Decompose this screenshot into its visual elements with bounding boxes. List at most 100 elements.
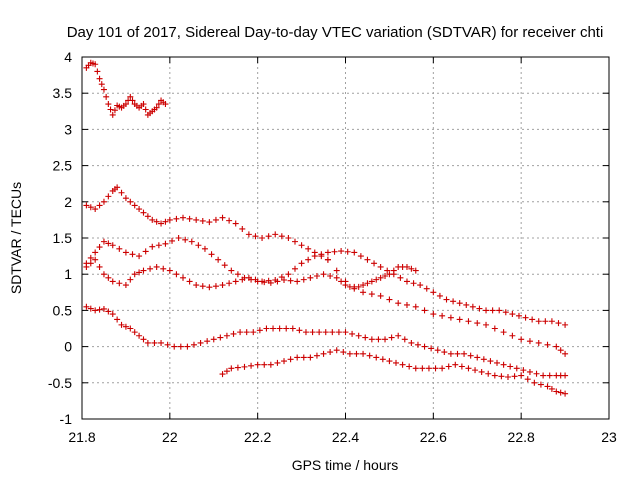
data-point bbox=[329, 329, 336, 336]
data-point bbox=[155, 101, 162, 108]
data-point bbox=[335, 329, 342, 336]
data-point bbox=[243, 329, 250, 336]
data-point bbox=[456, 316, 463, 323]
data-point bbox=[103, 93, 110, 100]
data-point bbox=[109, 242, 116, 249]
data-point bbox=[507, 363, 514, 370]
data-point bbox=[333, 347, 340, 354]
data-point bbox=[399, 361, 406, 368]
data-point bbox=[349, 330, 356, 337]
data-point bbox=[114, 316, 121, 323]
data-point bbox=[458, 363, 465, 370]
data-point bbox=[342, 329, 349, 336]
data-point bbox=[96, 263, 103, 270]
data-point bbox=[230, 330, 237, 337]
data-point bbox=[305, 256, 312, 263]
data-point bbox=[491, 372, 498, 379]
data-point bbox=[111, 107, 118, 114]
data-point bbox=[469, 303, 476, 310]
data-point bbox=[105, 240, 112, 247]
data-point bbox=[393, 359, 400, 366]
data-point bbox=[360, 350, 367, 357]
data-point bbox=[193, 282, 200, 289]
data-point bbox=[127, 198, 134, 205]
data-point bbox=[489, 307, 496, 314]
y-tick-label: 3 bbox=[64, 121, 72, 137]
data-point bbox=[105, 274, 112, 281]
x-tick-label: 21.8 bbox=[68, 429, 95, 445]
data-point bbox=[535, 339, 542, 346]
data-point bbox=[278, 233, 285, 240]
data-point bbox=[540, 372, 547, 379]
data-point bbox=[421, 307, 428, 314]
data-point bbox=[92, 206, 99, 213]
data-point bbox=[250, 329, 257, 336]
data-point bbox=[408, 339, 415, 346]
data-point bbox=[105, 193, 112, 200]
series-s4 bbox=[83, 248, 569, 328]
data-point bbox=[129, 251, 136, 258]
series-s5 bbox=[83, 303, 569, 379]
data-point bbox=[237, 329, 244, 336]
data-point bbox=[234, 271, 241, 278]
data-point bbox=[158, 220, 165, 227]
data-point bbox=[487, 358, 494, 365]
data-point bbox=[430, 311, 437, 318]
data-point bbox=[136, 206, 143, 213]
data-point bbox=[412, 267, 419, 274]
data-point bbox=[245, 231, 252, 238]
data-point bbox=[397, 274, 404, 281]
x-axis-label: GPS time / hours bbox=[292, 457, 399, 473]
data-point bbox=[272, 231, 279, 238]
data-point bbox=[557, 389, 564, 396]
data-point bbox=[351, 249, 358, 256]
data-point bbox=[162, 101, 169, 108]
x-tick-label: 22.8 bbox=[508, 429, 535, 445]
data-point bbox=[136, 253, 143, 260]
data-point bbox=[184, 343, 191, 350]
data-point bbox=[353, 350, 360, 357]
data-point bbox=[485, 370, 492, 377]
data-point bbox=[509, 332, 516, 339]
data-point bbox=[140, 267, 147, 274]
data-point bbox=[412, 303, 419, 310]
data-point bbox=[463, 301, 470, 308]
data-point bbox=[447, 350, 454, 357]
data-point bbox=[162, 218, 169, 225]
data-point bbox=[373, 276, 380, 283]
data-point bbox=[129, 97, 136, 104]
data-point bbox=[368, 336, 375, 343]
data-point bbox=[360, 282, 367, 289]
data-point bbox=[83, 263, 90, 270]
data-point bbox=[92, 307, 99, 314]
y-tick-label: 0.5 bbox=[53, 302, 73, 318]
data-point bbox=[94, 68, 101, 75]
data-point bbox=[195, 242, 202, 249]
data-point bbox=[116, 245, 123, 252]
data-point bbox=[344, 248, 351, 255]
data-point bbox=[443, 296, 450, 303]
data-point bbox=[144, 339, 151, 346]
data-point bbox=[309, 329, 316, 336]
data-point bbox=[219, 282, 226, 289]
data-point bbox=[419, 365, 426, 372]
data-point bbox=[100, 198, 107, 205]
data-point bbox=[395, 332, 402, 339]
data-point bbox=[149, 243, 156, 250]
data-point bbox=[105, 101, 112, 108]
data-point bbox=[500, 361, 507, 368]
data-point bbox=[122, 195, 129, 202]
data-point bbox=[522, 314, 529, 321]
data-point bbox=[83, 303, 90, 310]
data-point bbox=[153, 263, 160, 270]
data-point bbox=[173, 215, 180, 222]
data-point bbox=[368, 278, 375, 285]
data-point bbox=[520, 367, 527, 374]
series-s1 bbox=[83, 59, 169, 118]
data-point bbox=[232, 278, 239, 285]
data-point bbox=[208, 251, 215, 258]
data-point bbox=[300, 354, 307, 361]
data-point bbox=[206, 284, 213, 291]
data-point bbox=[118, 189, 125, 196]
data-point bbox=[212, 283, 219, 290]
